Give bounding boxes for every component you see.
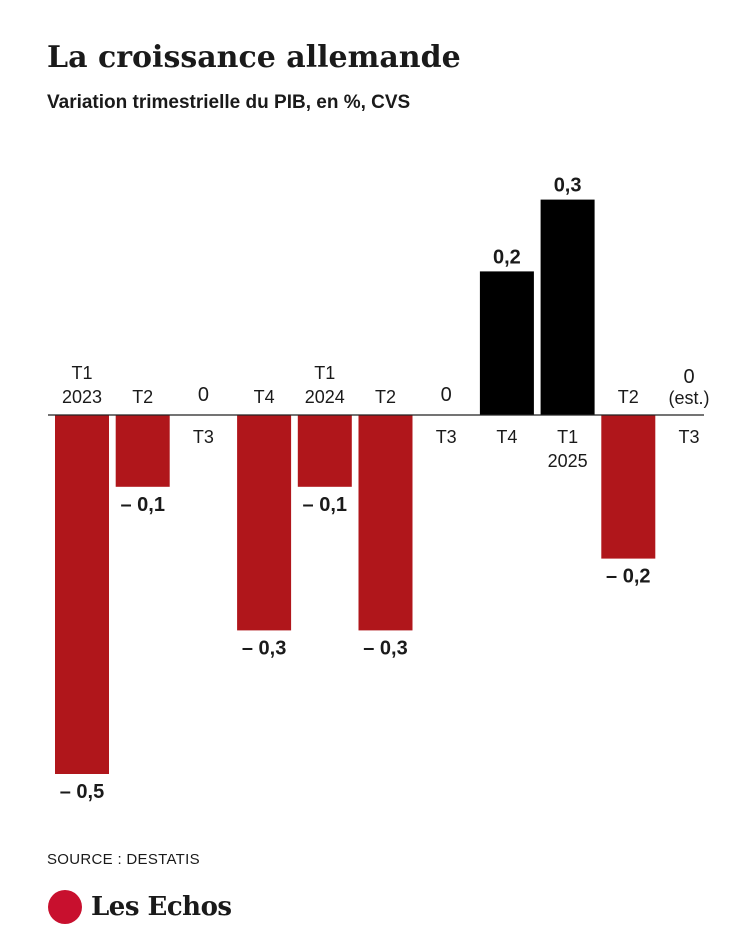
data-label: 0 bbox=[441, 384, 452, 406]
bar-chart: T1 2023 – 0,5 T2 – 0,1 T3 0 T4 – 0,3 T1 2024 – 0,1 T… bbox=[48, 175, 710, 803]
data-label: – 0,1 bbox=[303, 494, 347, 516]
x-tick-label: T1 bbox=[71, 363, 92, 383]
chart-subtitle: Variation trimestrielle du PIB, en %, CV… bbox=[47, 92, 411, 113]
data-label: – 0,1 bbox=[120, 494, 164, 516]
data-label: – 0,5 bbox=[60, 781, 104, 803]
brand-logo: Les Echos bbox=[48, 888, 232, 926]
bar bbox=[479, 271, 534, 415]
x-tick-label: 2023 bbox=[62, 387, 102, 407]
x-tick-label: T2 bbox=[132, 387, 153, 407]
data-label: – 0,2 bbox=[606, 566, 650, 588]
x-tick-label: T2 bbox=[375, 387, 396, 407]
bar bbox=[55, 415, 109, 774]
x-tick-label: 2025 bbox=[548, 451, 588, 471]
data-label: – 0,3 bbox=[363, 637, 407, 659]
x-tick-label: T3 bbox=[678, 427, 699, 447]
bar bbox=[540, 199, 595, 415]
bar bbox=[115, 415, 170, 487]
data-label: 0 bbox=[683, 366, 694, 388]
bar bbox=[601, 415, 656, 559]
x-tick-label: T3 bbox=[436, 427, 457, 447]
brand-mark-icon bbox=[48, 890, 82, 924]
bar bbox=[237, 415, 292, 631]
data-label-note: (est.) bbox=[668, 388, 709, 408]
data-label: – 0,3 bbox=[242, 637, 286, 659]
brand-name: Les Echos bbox=[91, 892, 232, 922]
bar bbox=[297, 415, 352, 487]
x-tick-label: T4 bbox=[254, 387, 275, 407]
x-tick-label: 2024 bbox=[305, 387, 345, 407]
x-tick-label: T1 bbox=[557, 427, 578, 447]
x-tick-label: T1 bbox=[314, 363, 335, 383]
x-tick-label: T4 bbox=[496, 427, 517, 447]
source-note: SOURCE : DESTATIS bbox=[47, 851, 200, 868]
x-tick-label: T3 bbox=[193, 427, 214, 447]
data-label: 0 bbox=[198, 384, 209, 406]
bar bbox=[358, 415, 413, 631]
x-tick-label: T2 bbox=[618, 387, 639, 407]
data-label: 0,3 bbox=[554, 175, 582, 197]
data-label: 0,2 bbox=[493, 246, 521, 268]
chart-title: La croissance allemande bbox=[47, 40, 461, 75]
